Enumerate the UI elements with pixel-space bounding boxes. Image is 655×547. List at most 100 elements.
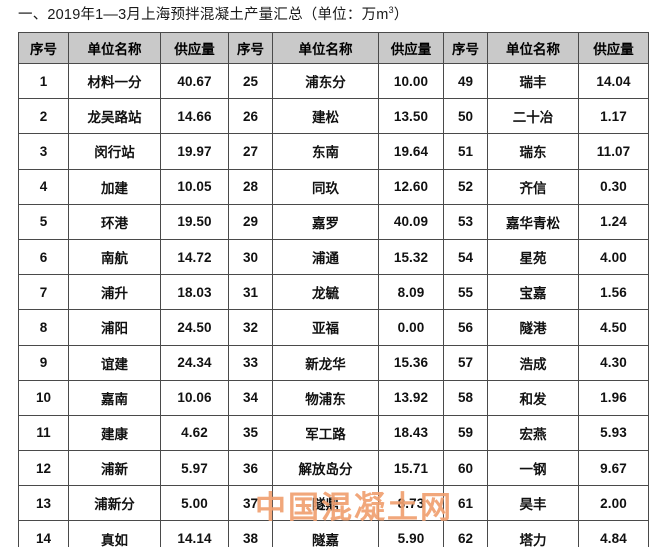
cell-supply-amount: 9.67 — [578, 450, 649, 487]
cell-unit-name: 宏燕 — [487, 414, 579, 452]
cell-index: 57 — [443, 344, 488, 381]
cell-index: 1 — [18, 62, 69, 100]
table-header: 序号 单位名称 供应量 序号 单位名称 供应量 序号 单位名称 供应量 — [18, 32, 649, 64]
cell-index: 56 — [443, 309, 488, 346]
cell-supply-amount: 11.07 — [578, 133, 649, 170]
table-row: 11 建康 4.62 35 军工路 18.43 59 宏燕 5.93 — [18, 414, 649, 452]
cell-supply-amount: 5.97 — [160, 450, 229, 487]
table-row: 2 龙吴路站 14.66 26 建松 13.50 50 二十冶 1.17 — [18, 98, 649, 135]
cell-unit-name: 浦通 — [272, 238, 379, 276]
cell-unit-name: 浦升 — [68, 274, 161, 311]
cell-supply-amount: 15.71 — [378, 450, 444, 487]
table-row: 9 谊建 24.34 33 新龙华 15.36 57 浩成 4.30 — [18, 344, 649, 381]
cell-supply-amount: 4.00 — [578, 238, 649, 276]
cell-supply-amount: 1.24 — [578, 203, 649, 240]
page-title: 一、2019年1—3月上海预拌混凝土产量汇总（单位：万m3） — [18, 2, 408, 28]
cell-unit-name: 嘉罗 — [272, 203, 379, 240]
cell-supply-amount: 13.92 — [378, 379, 444, 416]
table-row: 6 南航 14.72 30 浦通 15.32 54 星苑 4.00 — [18, 238, 649, 276]
cell-index: 26 — [228, 98, 273, 135]
cell-supply-amount: 8.73 — [378, 485, 444, 522]
cell-index: 10 — [18, 379, 69, 416]
cell-index: 59 — [443, 414, 488, 452]
cell-supply-amount: 4.50 — [578, 309, 649, 346]
cell-unit-name: 浦新 — [68, 450, 161, 487]
cell-supply-amount: 1.56 — [578, 274, 649, 311]
cell-unit-name: 谊建 — [68, 344, 161, 381]
cell-unit-name: 亚福 — [272, 309, 379, 346]
table-row: 13 浦新分 5.00 37 隧鼎 8.73 61 昊丰 2.00 — [18, 485, 649, 522]
cell-index: 37 — [228, 485, 273, 522]
column-header-7: 单位名称 — [487, 32, 579, 64]
cell-unit-name: 闵行站 — [68, 133, 161, 170]
cell-index: 51 — [443, 133, 488, 170]
cell-supply-amount: 19.50 — [160, 203, 229, 240]
table-row: 7 浦升 18.03 31 龙毓 8.09 55 宝嘉 1.56 — [18, 274, 649, 311]
cell-unit-name: 物浦东 — [272, 379, 379, 416]
column-header-4: 单位名称 — [272, 32, 379, 64]
page-title-prefix: 一、2019年1—3月上海预拌混凝土产量汇总（单位：万m — [18, 7, 389, 23]
cell-supply-amount: 14.72 — [160, 238, 229, 276]
cell-supply-amount: 14.14 — [160, 520, 229, 547]
cell-index: 32 — [228, 309, 273, 346]
cell-index: 62 — [443, 520, 488, 547]
table-header-row: 序号 单位名称 供应量 序号 单位名称 供应量 序号 单位名称 供应量 — [18, 32, 649, 64]
column-header-0: 序号 — [18, 32, 69, 64]
cell-supply-amount: 2.00 — [578, 485, 649, 522]
cell-supply-amount: 19.97 — [160, 133, 229, 170]
cell-unit-name: 隧港 — [487, 309, 579, 346]
cell-supply-amount: 12.60 — [378, 168, 444, 205]
cell-index: 34 — [228, 379, 273, 416]
cell-unit-name: 二十冶 — [487, 98, 579, 135]
cell-unit-name: 隧嘉 — [272, 520, 379, 547]
cell-unit-name: 加建 — [68, 168, 161, 205]
cell-index: 31 — [228, 274, 273, 311]
cell-supply-amount: 15.36 — [378, 344, 444, 381]
column-header-8: 供应量 — [578, 32, 649, 64]
cell-unit-name: 塔力 — [487, 520, 579, 547]
cell-unit-name: 昊丰 — [487, 485, 579, 522]
cell-supply-amount: 4.84 — [578, 520, 649, 547]
cell-unit-name: 解放岛分 — [272, 450, 379, 487]
cell-index: 13 — [18, 485, 69, 522]
cell-supply-amount: 40.09 — [378, 203, 444, 240]
cell-index: 49 — [443, 62, 488, 100]
cell-index: 29 — [228, 203, 273, 240]
cell-unit-name: 东南 — [272, 133, 379, 170]
cell-supply-amount: 40.67 — [160, 62, 229, 100]
cell-index: 25 — [228, 62, 273, 100]
column-header-5: 供应量 — [378, 32, 444, 64]
cell-supply-amount: 5.00 — [160, 485, 229, 522]
cell-index: 11 — [18, 414, 69, 452]
cell-supply-amount: 13.50 — [378, 98, 444, 135]
cell-index: 30 — [228, 238, 273, 276]
cell-unit-name: 建松 — [272, 98, 379, 135]
cell-index: 12 — [18, 450, 69, 487]
cell-unit-name: 浦东分 — [272, 62, 379, 100]
cell-supply-amount: 5.90 — [378, 520, 444, 547]
cell-supply-amount: 10.00 — [378, 62, 444, 100]
table-body: 1 材料一分 40.67 25 浦东分 10.00 49 瑞丰 14.04 2 龙吴路站 14.66 2… — [18, 62, 649, 547]
cell-index: 55 — [443, 274, 488, 311]
production-summary-table-wrap: 序号 单位名称 供应量 序号 单位名称 供应量 序号 单位名称 供应量 1 材料一分 40.67 25… — [18, 32, 649, 547]
cell-unit-name: 军工路 — [272, 414, 379, 452]
cell-unit-name: 环港 — [68, 203, 161, 240]
cell-supply-amount: 24.50 — [160, 309, 229, 346]
cell-supply-amount: 5.93 — [578, 414, 649, 452]
cell-unit-name: 宝嘉 — [487, 274, 579, 311]
cell-unit-name: 浦新分 — [68, 485, 161, 522]
cell-index: 5 — [18, 203, 69, 240]
column-header-1: 单位名称 — [68, 32, 161, 64]
cell-supply-amount: 19.64 — [378, 133, 444, 170]
cell-unit-name: 南航 — [68, 238, 161, 276]
page-title-superscript: 3 — [388, 5, 394, 16]
cell-index: 38 — [228, 520, 273, 547]
cell-supply-amount: 14.04 — [578, 62, 649, 100]
cell-unit-name: 真如 — [68, 520, 161, 547]
cell-index: 6 — [18, 238, 69, 276]
column-header-3: 序号 — [228, 32, 273, 64]
cell-index: 61 — [443, 485, 488, 522]
cell-supply-amount: 18.03 — [160, 274, 229, 311]
cell-supply-amount: 24.34 — [160, 344, 229, 381]
